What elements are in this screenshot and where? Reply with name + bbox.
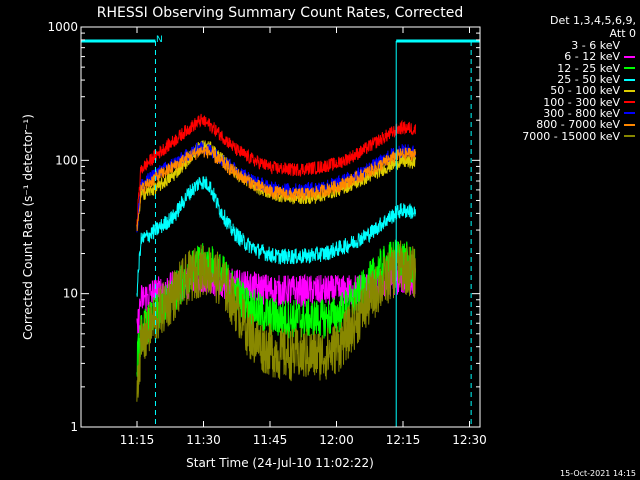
x-tick-label: 11:30 — [186, 433, 221, 447]
legend-swatch — [624, 44, 635, 47]
y-tick-label: 1 — [70, 420, 78, 434]
series-line — [136, 240, 416, 402]
axes: 11:15 11:30 11:45 12:00 12:15 12:30 1 10 100 1000 — [47, 20, 486, 447]
x-tick-label: 12:00 — [319, 433, 354, 447]
series-line — [136, 145, 416, 232]
x-tick-label: 12:15 — [386, 433, 421, 447]
legend-swatch — [624, 135, 635, 138]
legend-entry: 300 - 800 keV — [480, 106, 638, 120]
series-line — [136, 346, 416, 430]
legend-swatch — [624, 55, 635, 58]
legend-entry: 25 - 50 keV — [480, 73, 638, 87]
x-tick-label: 12:30 — [452, 433, 487, 447]
night-annotation: N — [156, 35, 163, 45]
legend-label: 3 - 6 keV — [571, 39, 620, 53]
legend-label: 100 - 300 keV — [543, 95, 620, 109]
legend-entries: 3 - 6 keV 6 - 12 keV 12 - 25 keV 25 - 50 ke… — [480, 39, 638, 143]
legend-entry: 800 - 7000 keV — [480, 118, 638, 132]
plot-frame — [80, 26, 481, 428]
x-axis-label: Start Time (24-Jul-10 11:02:22) — [186, 456, 374, 470]
legend-label: 50 - 100 keV — [550, 84, 620, 98]
legend-label: 25 - 50 keV — [557, 73, 620, 87]
legend-label: 12 - 25 keV — [557, 61, 620, 75]
legend-entry: 100 - 300 keV — [480, 95, 638, 109]
legend-swatch — [624, 101, 635, 104]
legend-swatch — [624, 123, 635, 126]
legend-swatch — [624, 67, 635, 70]
legend-entry: 3 - 6 keV — [480, 39, 638, 53]
legend-header-attenuator: Att 0 — [609, 27, 636, 40]
x-tick-label: 11:45 — [253, 433, 288, 447]
legend-label: 7000 - 15000 keV — [522, 129, 620, 143]
series-line — [136, 113, 416, 227]
series-line — [136, 176, 416, 297]
y-axis-label: Corrected Count Rate (s⁻¹ detector⁻¹) — [21, 114, 35, 340]
y-tick-label: 10 — [63, 287, 78, 301]
timestamp: 15-Oct-2021 14:15 — [560, 469, 636, 478]
y-tick-label: 1000 — [47, 20, 78, 34]
legend-label: 300 - 800 keV — [543, 106, 620, 120]
chart-title: RHESSI Observing Summary Count Rates, Co… — [97, 5, 463, 21]
legend-swatch — [624, 89, 635, 92]
legend-swatch — [624, 78, 635, 81]
legend-entry: 12 - 25 keV — [480, 61, 638, 75]
legend-entry: 6 - 12 keV — [480, 50, 638, 64]
legend: Det 1,3,4,5,6,9, Att 0 3 - 6 keV 6 - 12 k… — [480, 14, 638, 143]
legend-entry: 50 - 100 keV — [480, 84, 638, 98]
series-layer — [136, 113, 416, 430]
legend-entry: 7000 - 15000 keV — [480, 129, 638, 143]
legend-label: 6 - 12 keV — [564, 50, 620, 64]
legend-label: 800 - 7000 keV — [536, 118, 620, 132]
y-tick-label: 100 — [55, 153, 78, 167]
legend-header-detectors: Det 1,3,4,5,6,9, — [549, 14, 636, 27]
legend-swatch — [624, 112, 635, 115]
x-tick-label: 11:15 — [120, 433, 155, 447]
